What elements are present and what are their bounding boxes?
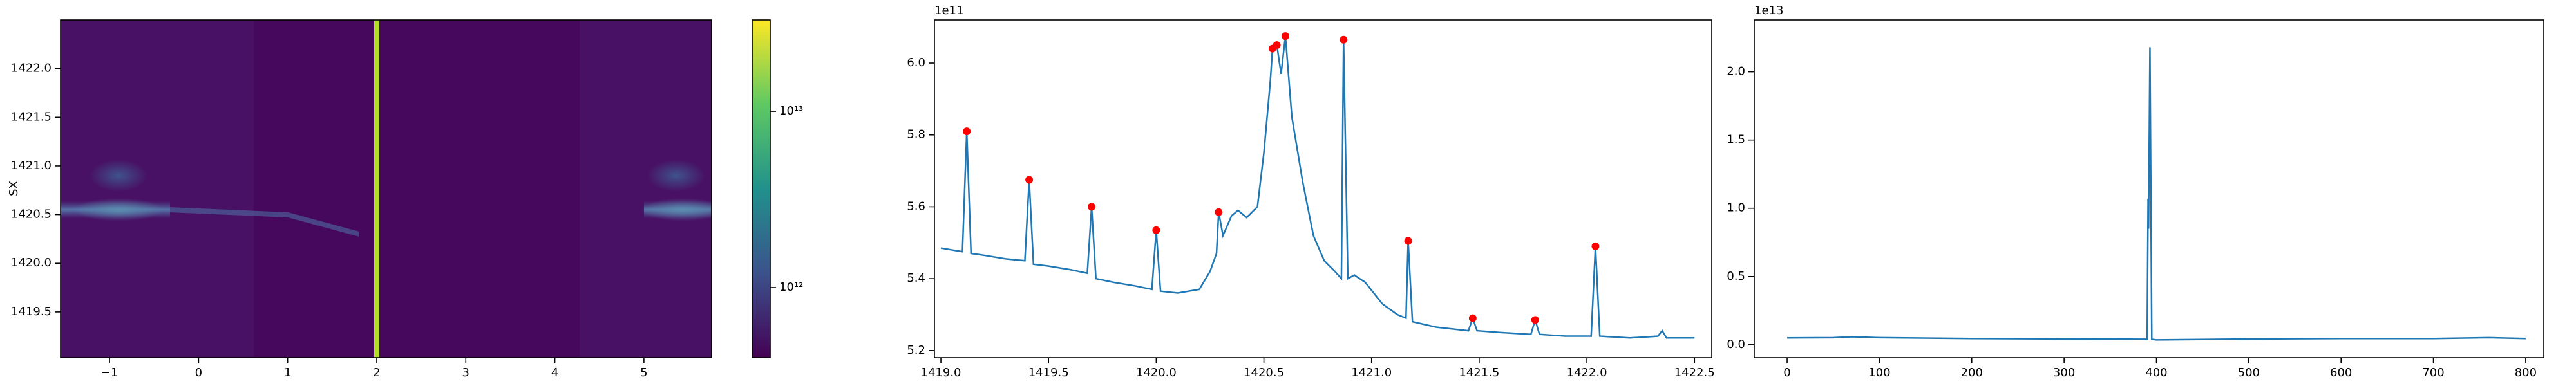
y-tick-label: 1422.0 xyxy=(11,62,52,75)
y-tick-label: 5.2 xyxy=(907,344,925,357)
peak-marker xyxy=(1591,242,1600,250)
x-tick-label: 600 xyxy=(2330,366,2352,380)
x-tick-label: 1422.0 xyxy=(1567,366,1607,380)
colorbar-tick-label: 10¹³ xyxy=(779,104,803,118)
colorbar xyxy=(752,20,770,358)
y-axis-label: SX xyxy=(7,181,21,196)
peak-marker xyxy=(963,127,971,136)
x-tick-label: 100 xyxy=(1868,366,1890,380)
y-tick-label: 1420.0 xyxy=(11,256,52,270)
offset-label: 1e13 xyxy=(1754,4,1783,17)
y-tick-label: 2.0 xyxy=(1727,65,1745,78)
y-tick-label: 0.0 xyxy=(1727,338,1745,351)
heatmap-image xyxy=(61,20,712,358)
peak-marker xyxy=(1152,226,1160,234)
x-tick-label: 5 xyxy=(640,366,647,380)
axes-frame xyxy=(60,19,712,358)
x-tick-label: 1419.5 xyxy=(1028,366,1069,380)
x-tick-label: 200 xyxy=(1961,366,1983,380)
x-tick-label: 3 xyxy=(462,366,469,380)
y-tick-label: 1.0 xyxy=(1727,201,1745,215)
y-tick-label: 5.4 xyxy=(907,271,925,285)
x-tick-label: 2 xyxy=(373,366,380,380)
y-tick-label: 5.6 xyxy=(907,199,925,213)
y-tick-label: 5.8 xyxy=(907,128,925,142)
y-tick-label: 1419.5 xyxy=(11,305,52,318)
peak-marker xyxy=(1531,316,1539,324)
colorbar-tick-label: 10¹² xyxy=(779,280,803,294)
x-tick-label: 800 xyxy=(2515,366,2537,380)
x-tick-label: 4 xyxy=(551,366,558,380)
y-tick-label: 1421.0 xyxy=(11,159,52,172)
x-tick-label: 1422.5 xyxy=(1674,366,1715,380)
x-tick-label: 0 xyxy=(195,366,202,380)
series-line xyxy=(940,35,1695,339)
x-tick-label: 1 xyxy=(284,366,291,380)
peak-marker xyxy=(1404,237,1412,245)
x-tick-label: −1 xyxy=(101,366,118,380)
peak-marker xyxy=(1273,41,1281,50)
x-tick-label: 0 xyxy=(1783,366,1790,380)
colorbar-frame xyxy=(752,19,771,358)
peak-marker xyxy=(1281,32,1289,41)
y-tick-label: 6.0 xyxy=(907,56,925,69)
x-tick-label: 1421.0 xyxy=(1351,366,1392,380)
highlight-line xyxy=(374,20,379,358)
x-tick-label: 1420.5 xyxy=(1244,366,1284,380)
axes-frame xyxy=(934,19,1712,358)
peak-marker xyxy=(1025,176,1034,184)
x-tick-label: 400 xyxy=(2145,366,2167,380)
x-tick-label: 1420.0 xyxy=(1136,366,1177,380)
offset-label: 1e11 xyxy=(934,4,963,17)
axes-frame xyxy=(1754,19,2544,358)
x-tick-label: 300 xyxy=(2053,366,2075,380)
y-tick-label: 0.5 xyxy=(1727,270,1745,283)
peak-marker xyxy=(1468,314,1477,322)
x-tick-label: 500 xyxy=(2238,366,2260,380)
peak-marker xyxy=(1340,35,1348,44)
y-tick-label: 1421.5 xyxy=(11,110,52,124)
y-tick-label: 1.5 xyxy=(1727,133,1745,147)
x-tick-label: 700 xyxy=(2422,366,2444,380)
x-tick-label: 1419.0 xyxy=(921,366,961,380)
x-tick-label: 1421.5 xyxy=(1459,366,1499,380)
series-line xyxy=(1787,47,2526,341)
peak-marker xyxy=(1088,203,1096,211)
y-tick-label: 1420.5 xyxy=(11,208,52,221)
peak-marker xyxy=(1215,208,1223,216)
